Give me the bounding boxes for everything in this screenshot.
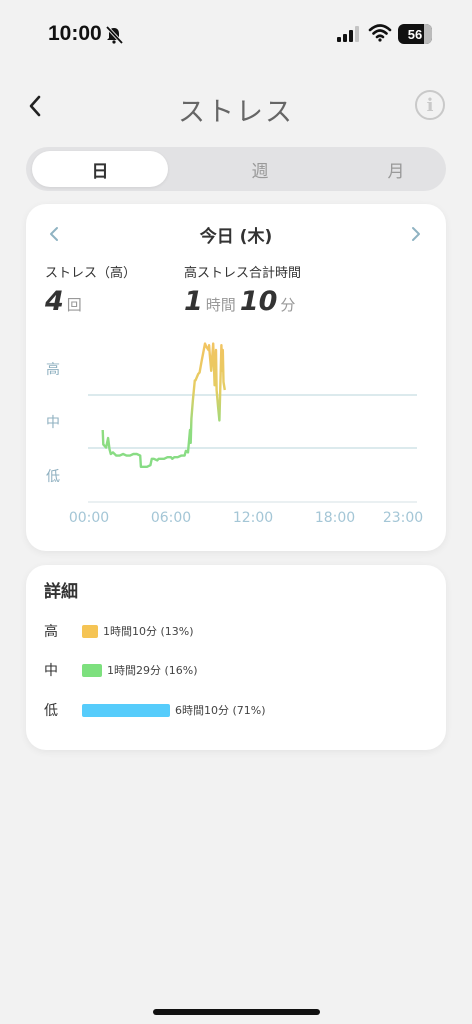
y-label-mid: 中 xyxy=(46,415,60,431)
detail-row-mid: 中 1時間29分 (16%) xyxy=(44,660,198,680)
hours-unit: 時間 xyxy=(205,296,236,314)
detail-row-low: 低 6時間10分 (71%) xyxy=(44,700,266,720)
high-stress-count-label: ストレス（高） xyxy=(45,266,137,281)
detail-value-high: 1時間10分 (13%) xyxy=(103,625,194,638)
stress-line-chart: 高 中 低 00:00 06:00 12:00 18:00 23:00 xyxy=(46,342,423,526)
status-time: 10:00 xyxy=(48,22,102,45)
back-button[interactable] xyxy=(22,92,50,120)
nav-bar: ストレス i xyxy=(0,80,472,132)
detail-level-label: 高 xyxy=(44,624,58,640)
period-segmented-control: 日 週 月 xyxy=(26,147,446,191)
info-icon[interactable]: i xyxy=(415,90,445,120)
x-tick-1200: 12:00 xyxy=(233,510,273,526)
signal-icon xyxy=(337,26,359,42)
detail-level-label: 低 xyxy=(44,703,58,719)
minutes-unit: 分 xyxy=(280,296,296,314)
x-tick-2300: 23:00 xyxy=(383,510,423,526)
y-label-low: 低 xyxy=(46,469,60,485)
detail-value-mid: 1時間29分 (16%) xyxy=(107,664,198,677)
count-unit: 回 xyxy=(66,296,82,314)
high-stress-count: 4 回 xyxy=(45,286,86,317)
previous-day-icon[interactable] xyxy=(46,224,62,244)
x-tick-0000: 00:00 xyxy=(69,510,109,526)
detail-value-low: 6時間10分 (71%) xyxy=(175,704,266,717)
detail-bar-mid xyxy=(82,663,102,677)
bell-mute-icon xyxy=(105,26,124,44)
next-day-icon[interactable] xyxy=(408,224,424,244)
battery-level: 56 xyxy=(407,26,423,42)
stress-series-line xyxy=(101,342,226,468)
high-stress-hours: 1 xyxy=(184,286,203,317)
detail-card: 詳細 高 1時間10分 (13%) 中 1時間29分 (16%) 低 6時間10… xyxy=(26,565,446,750)
high-stress-minutes: 10 xyxy=(239,286,278,317)
wifi-icon xyxy=(368,24,392,42)
tab-day[interactable]: 日 xyxy=(32,151,168,187)
tab-week[interactable]: 週 xyxy=(251,161,269,182)
high-stress-duration: 1 時間 10 分 xyxy=(184,286,299,317)
status-bar: 10:00 56 xyxy=(0,0,472,60)
detail-title: 詳細 xyxy=(44,582,78,602)
page-title: ストレス xyxy=(178,97,294,128)
battery-icon: 56 xyxy=(398,24,432,44)
stress-chart-card: 今日 (木) ストレス（高） 高ストレス合計時間 4 回 1 時間 10 分 高… xyxy=(26,204,446,551)
high-stress-time-label: 高ストレス合計時間 xyxy=(184,266,302,281)
x-tick-0600: 06:00 xyxy=(151,510,191,526)
detail-row-high: 高 1時間10分 (13%) xyxy=(44,621,194,641)
y-label-high: 高 xyxy=(46,361,60,378)
detail-level-label: 中 xyxy=(44,663,58,679)
detail-bar-low xyxy=(82,703,170,717)
battery-empty-portion xyxy=(424,24,432,44)
tab-month[interactable]: 月 xyxy=(387,161,405,182)
home-indicator[interactable] xyxy=(153,1009,320,1015)
date-label: 今日 (木) xyxy=(199,227,273,247)
detail-bar-high xyxy=(82,624,98,638)
x-tick-1800: 18:00 xyxy=(315,510,355,526)
high-stress-count-value: 4 xyxy=(45,286,64,317)
